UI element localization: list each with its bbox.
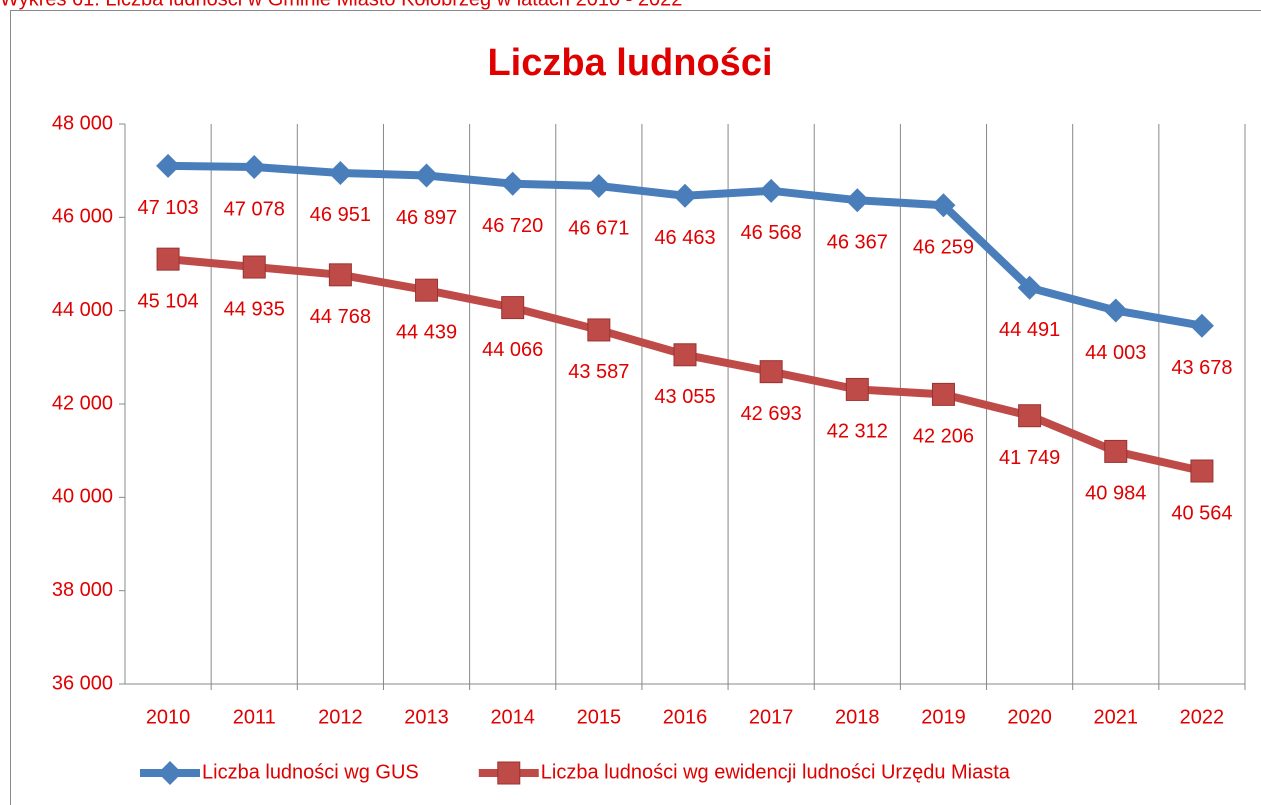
- data-label: 44 066: [482, 339, 543, 361]
- data-label: 44 935: [224, 298, 285, 320]
- data-point: [931, 193, 956, 218]
- data-point: [673, 183, 697, 208]
- data-point: [501, 296, 525, 320]
- data-label: 40 984: [1085, 483, 1146, 505]
- data-point: [587, 318, 611, 342]
- data-point: [1190, 459, 1214, 483]
- data-point: [1018, 404, 1042, 428]
- data-label: 46 720: [482, 215, 543, 237]
- data-label: 47 078: [224, 198, 285, 220]
- legend-marker: [158, 761, 182, 785]
- y-tick-label: 48 000: [52, 112, 113, 134]
- data-point: [414, 163, 439, 188]
- y-tick-label: 46 000: [52, 206, 113, 228]
- x-tick-label: 2016: [663, 706, 708, 728]
- data-label: 46 568: [741, 222, 802, 244]
- x-tick-label: 2018: [835, 706, 880, 728]
- data-point: [1104, 439, 1128, 463]
- chart-title: Liczba ludności: [487, 42, 772, 84]
- data-label: 47 103: [137, 197, 198, 219]
- data-point: [156, 153, 181, 178]
- data-point: [1017, 275, 1042, 300]
- y-tick-label: 38 000: [52, 579, 113, 601]
- data-label: 46 463: [654, 227, 715, 249]
- data-point: [242, 155, 267, 180]
- data-point: [156, 247, 180, 271]
- data-point: [1103, 298, 1128, 323]
- x-tick-label: 2019: [921, 706, 966, 728]
- data-point: [415, 278, 439, 302]
- data-point: [845, 377, 869, 401]
- x-tick-label: 2010: [146, 706, 191, 728]
- data-point: [759, 178, 784, 203]
- data-label: 46 671: [568, 217, 629, 239]
- y-tick-label: 44 000: [52, 299, 113, 321]
- data-label: 44 491: [999, 319, 1060, 341]
- data-label: 44 768: [310, 306, 371, 328]
- chart-frame: [10, 10, 1261, 805]
- data-point: [759, 360, 783, 384]
- data-label: 43 678: [1171, 357, 1232, 379]
- data-label: 46 897: [396, 207, 457, 229]
- data-point: [242, 255, 266, 279]
- data-label: 45 104: [137, 290, 198, 312]
- data-point: [1189, 313, 1214, 338]
- data-label: 43 055: [654, 386, 715, 408]
- data-label: 43 587: [568, 361, 629, 383]
- data-label: 42 693: [741, 403, 802, 425]
- data-point: [328, 263, 352, 287]
- data-label: 42 312: [827, 421, 888, 443]
- data-label: 41 749: [999, 447, 1060, 469]
- legend-label: Liczba ludności wg GUS: [202, 761, 419, 783]
- data-label: 44 003: [1085, 342, 1146, 364]
- data-label: 40 564: [1171, 502, 1232, 524]
- data-point: [931, 382, 955, 406]
- legend-label: Liczba ludności wg ewidencji ludności Ur…: [541, 761, 1011, 783]
- data-point: [586, 174, 611, 199]
- y-tick-label: 36 000: [52, 672, 113, 694]
- x-tick-label: 2014: [490, 706, 535, 728]
- data-point: [500, 171, 525, 196]
- x-tick-label: 2013: [404, 706, 449, 728]
- x-tick-label: 2011: [233, 706, 276, 728]
- x-tick-label: 2012: [318, 706, 363, 728]
- y-tick-label: 40 000: [52, 486, 113, 508]
- data-label: 42 206: [913, 426, 974, 448]
- data-label: 46 367: [827, 231, 888, 253]
- x-tick-label: 2017: [749, 706, 794, 728]
- data-point: [845, 188, 870, 213]
- y-tick-label: 42 000: [52, 392, 113, 414]
- x-tick-label: 2022: [1180, 706, 1225, 728]
- x-tick-label: 2021: [1094, 706, 1139, 728]
- data-label: 44 439: [396, 321, 457, 343]
- data-point: [673, 343, 697, 367]
- caption: Wykres 61. Liczba ludności w Gminie Mias…: [0, 0, 682, 10]
- data-label: 46 259: [913, 237, 974, 259]
- legend-marker: [497, 761, 521, 785]
- data-label: 46 951: [310, 204, 371, 226]
- x-tick-label: 2020: [1007, 706, 1052, 728]
- x-tick-label: 2015: [577, 706, 622, 728]
- data-point: [328, 160, 353, 185]
